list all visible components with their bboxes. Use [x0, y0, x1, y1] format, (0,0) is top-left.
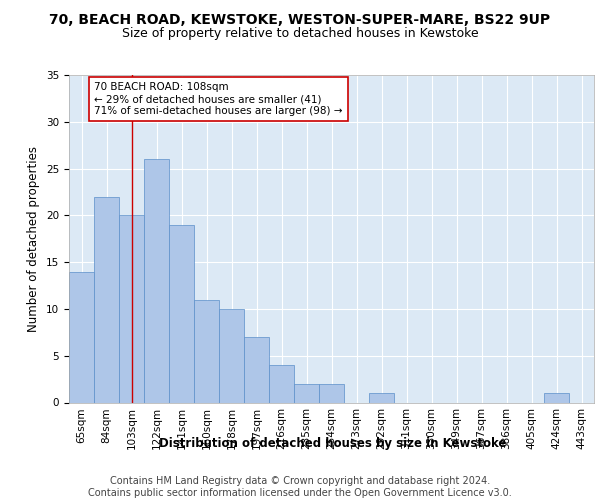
Bar [69, 272, 94, 402]
Text: Size of property relative to detached houses in Kewstoke: Size of property relative to detached ho… [122, 28, 478, 40]
Bar [94, 196, 119, 402]
Text: Contains HM Land Registry data © Crown copyright and database right 2024.
Contai: Contains HM Land Registry data © Crown c… [88, 476, 512, 498]
Bar [319, 384, 344, 402]
Text: 70 BEACH ROAD: 108sqm
← 29% of detached houses are smaller (41)
71% of semi-deta: 70 BEACH ROAD: 108sqm ← 29% of detached … [94, 82, 343, 116]
Bar [369, 393, 394, 402]
Text: 70, BEACH ROAD, KEWSTOKE, WESTON-SUPER-MARE, BS22 9UP: 70, BEACH ROAD, KEWSTOKE, WESTON-SUPER-M… [49, 12, 551, 26]
Bar [169, 224, 194, 402]
Bar [544, 393, 569, 402]
Bar [294, 384, 319, 402]
Bar [144, 159, 169, 402]
Y-axis label: Number of detached properties: Number of detached properties [28, 146, 40, 332]
Bar [219, 309, 244, 402]
Bar [119, 216, 144, 402]
Text: Distribution of detached houses by size in Kewstoke: Distribution of detached houses by size … [160, 438, 506, 450]
Bar [244, 337, 269, 402]
Bar [269, 365, 294, 403]
Bar [194, 300, 219, 403]
